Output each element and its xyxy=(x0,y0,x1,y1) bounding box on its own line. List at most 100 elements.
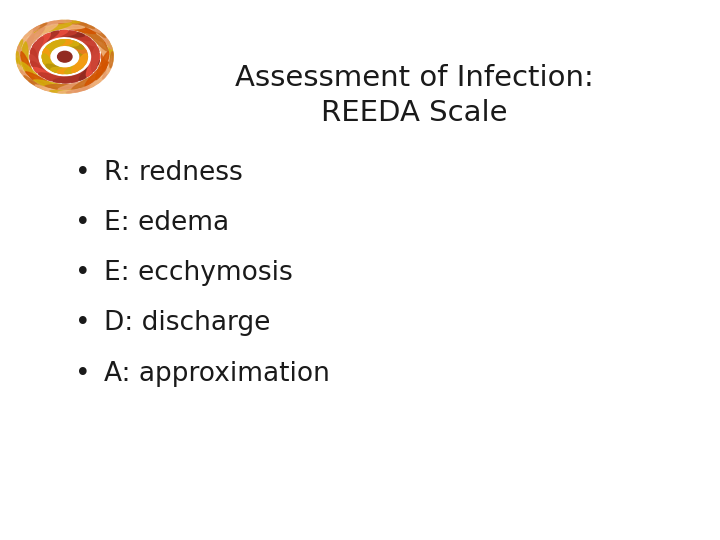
Ellipse shape xyxy=(58,51,72,62)
Ellipse shape xyxy=(71,66,97,83)
Text: Assessment of Infection:: Assessment of Infection: xyxy=(235,64,593,92)
Ellipse shape xyxy=(90,76,106,87)
Ellipse shape xyxy=(53,76,86,82)
Ellipse shape xyxy=(17,52,20,68)
Ellipse shape xyxy=(25,24,58,42)
Ellipse shape xyxy=(85,62,109,86)
Ellipse shape xyxy=(62,72,92,83)
Ellipse shape xyxy=(34,68,60,83)
Ellipse shape xyxy=(65,40,84,49)
Ellipse shape xyxy=(66,88,87,93)
Ellipse shape xyxy=(31,42,38,66)
Ellipse shape xyxy=(17,58,23,73)
Ellipse shape xyxy=(91,41,99,65)
Ellipse shape xyxy=(29,80,47,90)
Ellipse shape xyxy=(20,33,34,62)
Ellipse shape xyxy=(35,21,55,29)
Ellipse shape xyxy=(107,40,113,56)
Ellipse shape xyxy=(44,31,76,37)
Ellipse shape xyxy=(96,30,109,43)
Ellipse shape xyxy=(38,73,69,83)
Ellipse shape xyxy=(34,80,71,90)
Ellipse shape xyxy=(80,49,87,65)
Text: •: • xyxy=(75,260,91,286)
Ellipse shape xyxy=(32,31,59,47)
Text: •: • xyxy=(75,310,91,336)
Ellipse shape xyxy=(43,59,58,72)
Ellipse shape xyxy=(90,26,106,38)
Text: R: redness: R: redness xyxy=(104,160,243,186)
Ellipse shape xyxy=(46,64,65,73)
Ellipse shape xyxy=(22,42,28,71)
Text: D: discharge: D: discharge xyxy=(104,310,271,336)
Ellipse shape xyxy=(50,21,71,23)
Ellipse shape xyxy=(17,40,23,56)
Ellipse shape xyxy=(58,90,80,93)
Ellipse shape xyxy=(85,36,100,59)
Ellipse shape xyxy=(34,23,71,33)
Ellipse shape xyxy=(85,27,109,51)
Ellipse shape xyxy=(58,40,78,46)
Ellipse shape xyxy=(30,37,43,60)
Ellipse shape xyxy=(37,30,68,42)
Ellipse shape xyxy=(107,58,113,73)
Ellipse shape xyxy=(52,31,84,37)
Ellipse shape xyxy=(17,35,27,49)
Ellipse shape xyxy=(31,48,39,72)
Ellipse shape xyxy=(79,60,99,80)
Ellipse shape xyxy=(72,72,104,90)
Ellipse shape xyxy=(30,61,52,81)
Ellipse shape xyxy=(86,53,99,77)
Ellipse shape xyxy=(102,35,112,49)
Ellipse shape xyxy=(96,70,109,84)
Ellipse shape xyxy=(45,77,78,82)
Ellipse shape xyxy=(20,30,33,43)
Ellipse shape xyxy=(58,21,80,23)
Ellipse shape xyxy=(30,33,50,53)
Ellipse shape xyxy=(77,54,87,69)
Ellipse shape xyxy=(21,62,45,86)
Ellipse shape xyxy=(29,23,47,33)
Ellipse shape xyxy=(35,85,55,92)
Text: E: ecchymosis: E: ecchymosis xyxy=(104,260,293,286)
Ellipse shape xyxy=(83,23,101,33)
Ellipse shape xyxy=(17,64,27,79)
Ellipse shape xyxy=(102,42,107,71)
Ellipse shape xyxy=(43,41,58,54)
Ellipse shape xyxy=(72,59,86,72)
Text: REEDA Scale: REEDA Scale xyxy=(320,99,508,127)
Ellipse shape xyxy=(96,33,109,62)
Ellipse shape xyxy=(58,23,96,33)
Ellipse shape xyxy=(69,31,96,46)
Ellipse shape xyxy=(102,64,112,79)
Ellipse shape xyxy=(75,21,94,29)
Ellipse shape xyxy=(109,52,113,68)
Ellipse shape xyxy=(96,52,109,80)
Ellipse shape xyxy=(109,45,113,62)
Ellipse shape xyxy=(60,31,91,40)
Ellipse shape xyxy=(45,25,85,29)
Ellipse shape xyxy=(24,76,40,87)
Ellipse shape xyxy=(20,52,34,80)
Ellipse shape xyxy=(78,32,99,52)
Ellipse shape xyxy=(75,85,94,92)
Ellipse shape xyxy=(20,70,33,84)
Ellipse shape xyxy=(72,41,86,54)
Text: •: • xyxy=(75,210,91,236)
Ellipse shape xyxy=(42,88,63,93)
Text: •: • xyxy=(75,361,91,387)
Ellipse shape xyxy=(58,68,78,73)
Ellipse shape xyxy=(46,40,65,49)
Text: E: edema: E: edema xyxy=(104,210,230,236)
Ellipse shape xyxy=(58,80,96,90)
Text: •: • xyxy=(75,160,91,186)
Ellipse shape xyxy=(83,80,101,90)
Ellipse shape xyxy=(42,49,50,65)
Ellipse shape xyxy=(25,72,58,90)
Ellipse shape xyxy=(50,90,71,93)
Ellipse shape xyxy=(17,45,20,62)
Ellipse shape xyxy=(65,64,84,73)
Ellipse shape xyxy=(42,21,63,25)
Ellipse shape xyxy=(91,47,99,71)
Ellipse shape xyxy=(24,26,40,38)
